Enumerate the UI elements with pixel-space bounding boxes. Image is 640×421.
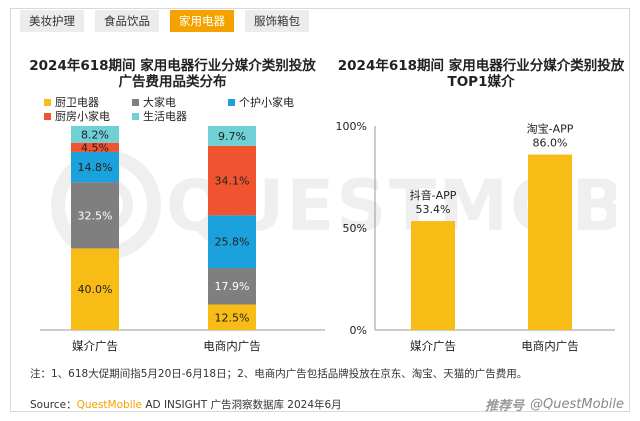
legend-swatch <box>44 112 51 120</box>
source-line: Source：QuestMobile AD INSIGHT 广告洞察数据库 20… <box>30 397 342 412</box>
right-title-line-2: TOP1媒介 <box>447 74 515 90</box>
data-label: 14.8% <box>78 161 113 174</box>
bar <box>528 154 572 330</box>
right-title-line-1: 2024年618期间 家用电器行业分媒介类别投放 <box>337 58 625 74</box>
data-label: 32.5% <box>78 209 113 222</box>
bar-segment <box>208 304 256 330</box>
left-stacked-chart: 40.0% 32.5% 14.8% 4.5%8.2% 媒介广告 12.5% 17.9% 25.… <box>40 126 325 353</box>
bar-segment <box>208 267 256 305</box>
left-title-line-2: 广告费用品类分布 <box>118 74 227 90</box>
bar-segment <box>208 145 256 216</box>
bar-name-label: 淘宝-APP <box>527 122 574 136</box>
footer-brand-text: @QuestMobile <box>530 397 624 412</box>
legend-item-kitchen-small: 厨房小家电 <box>44 108 110 124</box>
left-title-line-1: 2024年618期间 家用电器行业分媒介类别投放 <box>29 58 316 74</box>
data-label: 53.4% <box>416 203 451 216</box>
legend-label: 厨卫电器 <box>55 96 99 109</box>
legend-label: 生活电器 <box>143 110 187 123</box>
legend-label: 个护小家电 <box>239 96 294 109</box>
data-label: 40.0% <box>78 283 113 296</box>
bar-segment <box>71 126 119 143</box>
data-label: 12.5% <box>215 311 250 324</box>
footer-brand: 推荐号 @QuestMobile <box>485 395 624 414</box>
legend-item-living: 生活电器 <box>132 108 187 124</box>
source-rest: AD INSIGHT 广告洞察数据库 2024年6月 <box>142 399 342 411</box>
y-tick-label: 100% <box>336 120 367 133</box>
bar-segment <box>208 126 256 146</box>
legend-label: 厨房小家电 <box>55 110 110 123</box>
legend-swatch <box>132 112 139 120</box>
data-label: 8.2% <box>81 128 109 141</box>
tab-food[interactable]: 食品饮品 <box>95 10 159 32</box>
legend-label: 大家电 <box>143 96 176 109</box>
bar <box>411 221 455 330</box>
bar-segment <box>71 248 119 330</box>
bar-segment <box>71 182 119 249</box>
data-label: 86.0% <box>533 137 568 150</box>
legend-item-personal-care: 个护小家电 <box>228 94 294 110</box>
tab-beauty[interactable]: 美妆护理 <box>20 10 84 32</box>
x-tick-label: 媒介广告 <box>72 339 118 353</box>
y-tick-label: 0% <box>350 324 367 337</box>
category-tabs: 美妆护理 食品饮品 家用电器 服饰箱包 <box>20 10 309 32</box>
right-chart-title: 2024年618期间 家用电器行业分媒介类别投放 TOP1媒介 <box>336 58 626 90</box>
footnote: 注：1、618大促期间指5月20日-6月18日；2、电商内广告包括品牌投放在京东… <box>30 368 528 380</box>
legend-item-large-appliance: 大家电 <box>132 94 176 110</box>
source-brand: QuestMobile <box>76 399 142 411</box>
bar-segment <box>71 151 119 183</box>
data-label: 9.7% <box>218 130 246 143</box>
data-label: 34.1% <box>215 175 250 188</box>
y-tick-label: 50% <box>343 222 367 235</box>
bar-name-label: 抖音-APP <box>410 188 457 202</box>
tab-home-appliance[interactable]: 家用电器 <box>170 10 234 32</box>
source-prefix: Source： <box>30 399 77 411</box>
legend-swatch <box>228 98 235 106</box>
x-tick-label: 电商内广告 <box>203 339 261 353</box>
data-label: 25.8% <box>215 236 250 249</box>
tab-apparel[interactable]: 服饰箱包 <box>245 10 309 32</box>
left-chart-title: 2024年618期间 家用电器行业分媒介类别投放 广告费用品类分布 <box>20 58 325 90</box>
data-label: 17.9% <box>215 280 250 293</box>
legend-swatch <box>44 98 51 106</box>
platform-logo-icon: 推荐号 <box>485 399 525 414</box>
x-tick-label: 电商内广告 <box>521 339 579 353</box>
data-label: 4.5% <box>81 141 109 154</box>
x-tick-label: 媒介广告 <box>410 339 456 353</box>
legend-swatch <box>132 98 139 106</box>
card-frame <box>10 8 630 412</box>
bar-segment <box>208 215 256 268</box>
legend-item-kitchen-bath: 厨卫电器 <box>44 94 99 110</box>
bar-segment <box>71 142 119 152</box>
